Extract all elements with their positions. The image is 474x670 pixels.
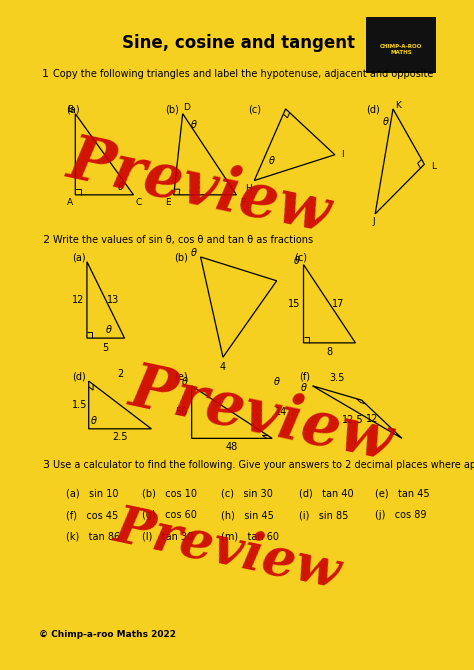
Text: θ: θ xyxy=(301,383,307,393)
Text: (c): (c) xyxy=(294,252,308,262)
Text: E: E xyxy=(164,198,170,207)
Text: (f): (f) xyxy=(299,372,310,381)
Text: 8: 8 xyxy=(327,348,333,357)
Text: (c)   sin 30: (c) sin 30 xyxy=(221,489,273,499)
Text: (b)   cos 10: (b) cos 10 xyxy=(142,489,197,499)
Text: (a): (a) xyxy=(73,252,86,262)
Text: Copy the following triangles and label the hypotenuse, adjacent and opposite: Copy the following triangles and label t… xyxy=(53,69,433,79)
Text: θ: θ xyxy=(293,256,300,266)
Text: © Chimp-a-roo Maths 2022: © Chimp-a-roo Maths 2022 xyxy=(39,630,176,639)
Text: J: J xyxy=(372,217,374,226)
Text: θ: θ xyxy=(91,416,97,426)
Text: K: K xyxy=(395,100,401,110)
Text: 1.5: 1.5 xyxy=(72,400,88,410)
Text: (a)   sin 10: (a) sin 10 xyxy=(66,489,119,499)
Text: Write the values of sin θ, cos θ and tan θ as fractions: Write the values of sin θ, cos θ and tan… xyxy=(53,235,313,245)
Text: 13: 13 xyxy=(107,295,119,305)
Text: (a): (a) xyxy=(66,104,80,114)
Text: L: L xyxy=(431,161,436,171)
Text: θ: θ xyxy=(191,120,196,130)
Text: (b): (b) xyxy=(174,252,188,262)
Text: Preview: Preview xyxy=(124,358,398,472)
Text: 3.5: 3.5 xyxy=(329,373,345,383)
Text: Sine, cosine and tangent: Sine, cosine and tangent xyxy=(122,34,355,52)
Text: Preview: Preview xyxy=(109,500,346,598)
Text: (l)   tan 30: (l) tan 30 xyxy=(142,531,194,541)
Text: (d): (d) xyxy=(73,372,86,381)
FancyBboxPatch shape xyxy=(366,17,436,72)
Text: θ: θ xyxy=(273,377,280,387)
Text: 2.5: 2.5 xyxy=(112,432,128,442)
Text: 17: 17 xyxy=(332,299,345,309)
Text: C: C xyxy=(136,198,142,207)
Text: θ: θ xyxy=(105,326,111,336)
Text: (j)   cos 89: (j) cos 89 xyxy=(375,510,427,520)
Text: (m)   tan 60: (m) tan 60 xyxy=(221,531,279,541)
Text: 50: 50 xyxy=(175,407,187,417)
Text: (i)   sin 85: (i) sin 85 xyxy=(299,510,348,520)
Text: 4: 4 xyxy=(220,362,226,372)
Text: (e)   tan 45: (e) tan 45 xyxy=(375,489,430,499)
Text: 12: 12 xyxy=(72,295,84,305)
Text: 2: 2 xyxy=(117,369,123,379)
Text: 15: 15 xyxy=(288,299,301,309)
Text: (d): (d) xyxy=(366,104,380,114)
Text: 3: 3 xyxy=(42,460,49,470)
Text: Use a calculator to find the following. Give your answers to 2 decimal places wh: Use a calculator to find the following. … xyxy=(53,460,474,470)
Text: θ: θ xyxy=(182,377,188,387)
Text: D: D xyxy=(183,103,190,113)
Text: θ: θ xyxy=(191,248,196,258)
Text: (c): (c) xyxy=(248,104,261,114)
Text: Preview: Preview xyxy=(62,131,336,245)
Text: F: F xyxy=(240,198,245,207)
Text: (b): (b) xyxy=(165,104,179,114)
Text: 12.5: 12.5 xyxy=(342,415,364,425)
Text: A: A xyxy=(67,198,73,207)
Text: (k)   tan 86: (k) tan 86 xyxy=(66,531,120,541)
Text: (f)   cos 45: (f) cos 45 xyxy=(66,510,118,520)
Text: θ: θ xyxy=(269,156,275,166)
Text: I: I xyxy=(341,150,343,159)
Text: θ: θ xyxy=(118,182,124,192)
Text: 5: 5 xyxy=(102,342,109,352)
Text: 2: 2 xyxy=(42,235,49,245)
Text: H: H xyxy=(246,184,252,193)
Text: B: B xyxy=(67,105,73,115)
Text: CHIMP-A-ROO
MATHS: CHIMP-A-ROO MATHS xyxy=(380,44,422,56)
Text: 1: 1 xyxy=(42,69,49,79)
Text: (e): (e) xyxy=(174,372,187,381)
Text: (d)   tan 40: (d) tan 40 xyxy=(299,489,354,499)
Text: 14: 14 xyxy=(275,407,287,417)
Text: θ: θ xyxy=(383,117,389,127)
Text: 48: 48 xyxy=(226,442,238,452)
Text: (h)   sin 45: (h) sin 45 xyxy=(221,510,274,520)
Text: 12: 12 xyxy=(366,414,379,424)
Text: (g)   cos 60: (g) cos 60 xyxy=(142,510,197,520)
